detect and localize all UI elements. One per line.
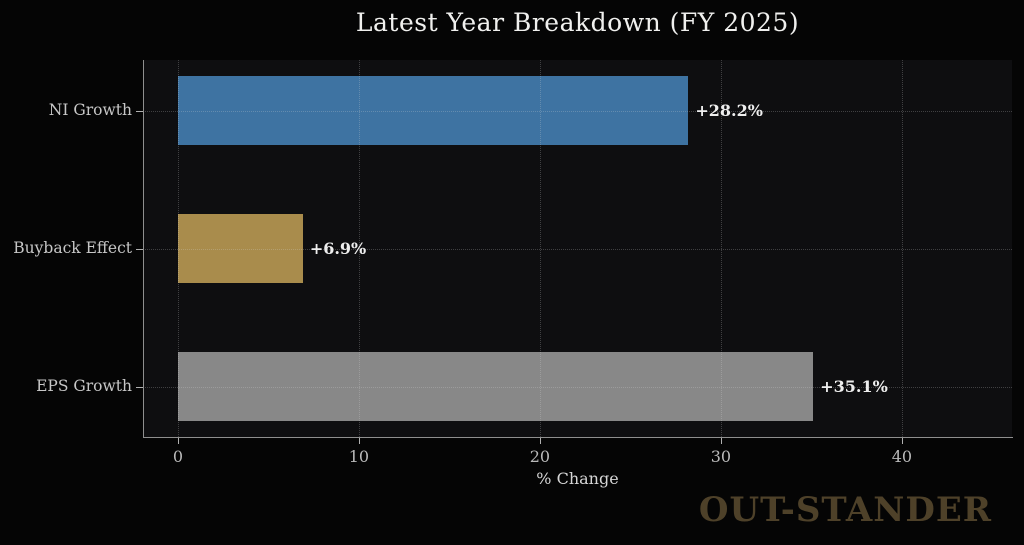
x-tick-mark (901, 438, 903, 444)
category-label: NI Growth (48, 100, 132, 119)
gridline-vertical (358, 60, 360, 437)
gridline-horizontal (143, 386, 1012, 388)
x-axis-label: % Change (536, 469, 619, 488)
bar-eps-growth (177, 352, 814, 421)
x-tick-label: 40 (891, 447, 913, 466)
x-tick-mark (177, 438, 179, 444)
watermark: OUT-STANDER (698, 490, 992, 530)
value-label: +6.9% (309, 238, 367, 258)
gridline-vertical (901, 60, 903, 437)
gridline-vertical (720, 60, 722, 437)
y-tick-mark (136, 248, 143, 250)
y-tick-mark (136, 386, 143, 388)
x-tick-mark (539, 438, 541, 444)
bar-buyback-effect (177, 214, 303, 283)
value-label: +35.1% (820, 376, 888, 396)
gridline-vertical (539, 60, 541, 437)
x-tick-mark (358, 438, 360, 444)
gridline-horizontal (143, 248, 1012, 250)
x-tick-label: 10 (348, 447, 370, 466)
x-tick-label: 20 (529, 447, 551, 466)
category-label: EPS Growth (36, 376, 132, 395)
bar-ni-growth (177, 76, 689, 145)
gridline-horizontal (143, 110, 1012, 112)
x-tick-mark (720, 438, 722, 444)
x-tick-label: 0 (172, 447, 184, 466)
value-label: +28.2% (695, 100, 763, 120)
x-axis-spine (143, 437, 1013, 438)
chart-title: Latest Year Breakdown (FY 2025) (355, 8, 800, 37)
category-label: Buyback Effect (13, 238, 132, 257)
x-tick-label: 30 (710, 447, 732, 466)
y-tick-mark (136, 110, 143, 112)
gridline-vertical (177, 60, 179, 437)
y-axis-spine (143, 60, 144, 438)
